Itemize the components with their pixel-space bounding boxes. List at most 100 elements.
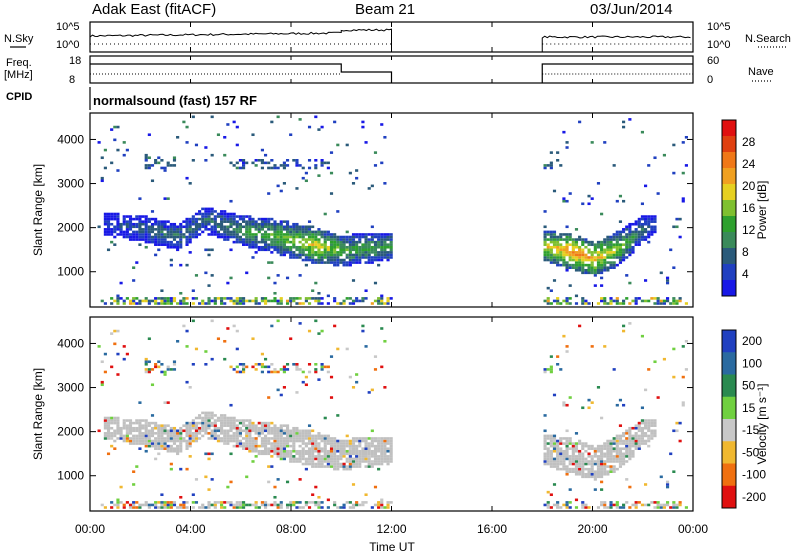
velocity-cell [210,452,214,456]
power-cell [226,123,230,126]
power-cell [295,159,299,162]
power-cell [543,166,547,170]
velocity-cell [257,444,261,448]
velocity-cell [273,503,277,507]
velocity-cell [304,503,308,507]
velocity-cell [559,449,563,453]
power-cell [634,297,638,300]
power-cell [386,302,390,305]
power-cell [257,228,261,231]
velocity-cell [549,465,553,468]
power-cell [141,235,145,239]
velocity-cell [304,449,308,453]
velocity-cell [552,444,557,448]
velocity-cell [298,478,302,481]
velocity-cell [609,442,613,445]
power-cell [634,228,638,231]
velocity-cell [270,437,274,440]
velocity-cell [622,447,626,450]
velocity-cell [552,460,557,463]
power-cell [355,253,359,257]
velocity-cell [307,329,312,333]
velocity-cell [339,444,343,448]
power-cell [552,240,557,244]
power-cell [298,233,302,236]
power-cell [662,299,666,303]
power-cell [282,228,286,231]
power-cell [571,256,575,259]
power-cell [201,212,205,216]
velocity-cell [163,437,167,440]
power-cell [235,228,239,231]
power-cell [574,294,579,298]
velocity-cell [386,437,390,440]
velocity-cell [267,439,271,443]
power-cell [565,225,569,229]
velocity-cell [160,424,164,427]
power-cell [618,248,623,252]
power-cell [292,253,296,257]
velocity-cell [389,437,393,440]
power-cell [622,235,626,239]
power-cell [640,235,645,239]
velocity-cell [248,429,252,433]
velocity-cell [307,437,312,440]
velocity-cell [154,442,158,445]
velocity-cell [578,472,582,476]
power-cell [169,302,173,305]
velocity-cell [273,447,277,450]
velocity-cell [144,503,148,507]
velocity-cell [163,429,167,433]
power-cell [220,222,224,226]
velocity-cell [320,455,324,458]
velocity-cell [147,337,151,341]
power-cell [612,266,616,269]
velocity-cell [637,501,641,504]
power-cell [320,258,324,262]
velocity-cell [600,416,604,420]
velocity-cell [229,429,233,433]
power-cell [144,240,148,244]
power-cell [122,230,126,234]
velocity-cell [144,442,148,445]
velocity-cell [600,460,604,463]
range-tick-label: 2000 [57,425,84,439]
velocity-cell [289,452,293,456]
power-cell [364,289,368,293]
power-cell [141,220,145,223]
power-cell [285,159,290,162]
power-cell [333,233,337,236]
power-cell [565,266,569,269]
power-cell [355,248,359,252]
velocity-cell [562,452,566,456]
velocity-cell [132,434,136,438]
velocity-cell [157,442,161,445]
power-cell [612,233,616,236]
velocity-cell [122,345,126,348]
velocity-cell [204,419,208,422]
velocity-cell [326,465,330,468]
power-cell [201,217,205,221]
power-cell [615,243,619,246]
power-cell [276,228,280,231]
velocity-cell [242,424,246,427]
power-cell [289,248,293,252]
velocity-cell [220,421,224,425]
velocity-cell [634,426,638,430]
velocity-cell [198,414,202,417]
velocity-cell [348,375,352,379]
power-cell [355,261,359,264]
power-cell [163,302,167,305]
power-cell [147,299,151,303]
power-cell [160,230,164,234]
velocity-cell [260,432,264,435]
power-cell [273,238,277,241]
velocity-cell [235,506,239,509]
power-cell [210,207,214,211]
velocity-cell [194,432,199,435]
velocity-cell [596,472,601,476]
power-cell [684,164,688,167]
power-cell [603,299,607,303]
velocity-cell [282,455,286,458]
